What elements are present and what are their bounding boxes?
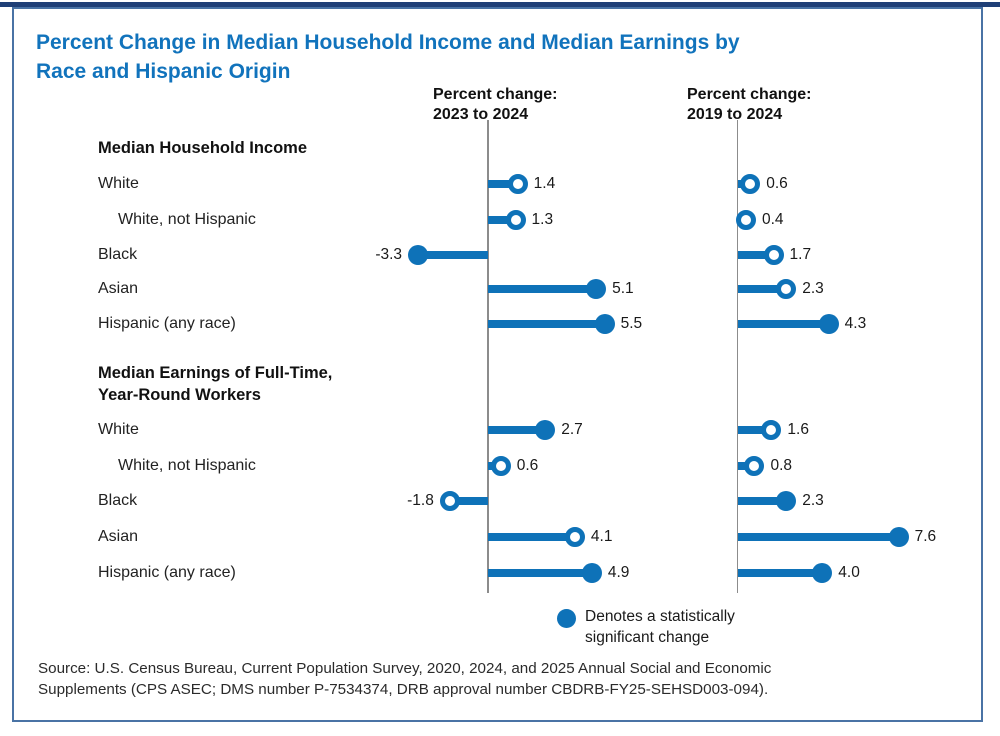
figure-title: Percent Change in Median Household Incom… <box>36 28 936 86</box>
significant-dot <box>581 563 602 583</box>
row-label: Asian <box>98 280 139 297</box>
not-significant-dot <box>776 279 797 299</box>
value-label: 4.0 <box>838 564 860 581</box>
not-significant-dot <box>744 456 765 476</box>
not-significant-dot <box>439 491 460 511</box>
not-significant-dot <box>735 209 756 230</box>
row-label: White, not Hispanic <box>118 457 256 474</box>
lollipop-bar <box>737 533 899 541</box>
significant-dot <box>776 491 797 511</box>
not-significant-dot <box>505 209 526 230</box>
legend-label-line2: significant change <box>585 629 710 646</box>
lollipop-bar <box>488 320 605 328</box>
lollipop-bar <box>488 215 516 224</box>
not-significant-dot <box>763 244 784 265</box>
value-label: -1.8 <box>407 492 434 509</box>
section-header: Median Household Income <box>98 139 308 157</box>
source-note: Source: U.S. Census Bureau, Current Popu… <box>38 658 771 700</box>
legend-label: Denotes a statistically significant chang… <box>585 606 735 648</box>
lollipop-bar <box>488 285 597 293</box>
value-label: 0.6 <box>766 175 788 192</box>
column-header-line2: 2023 to 2024 <box>433 106 529 123</box>
lollipop-bar <box>488 426 546 434</box>
value-label: 0.4 <box>761 210 784 228</box>
column-header-line2: 2019 to 2024 <box>687 106 783 123</box>
not-significant-dot <box>740 174 761 194</box>
source-note-line2: Supplements (CPS ASEC; DMS number P-7534… <box>38 681 769 698</box>
row-label: White, not Hispanic <box>118 210 256 228</box>
row-label: White <box>98 421 139 438</box>
lollipop-bar <box>449 497 488 505</box>
lollipop-bar <box>418 250 488 259</box>
significant-dot <box>818 314 839 334</box>
lollipop-bar <box>488 180 518 188</box>
lollipop-bar <box>737 497 787 505</box>
legend-label-line1: Denotes a statistically <box>585 608 735 625</box>
value-label: -3.3 <box>375 245 403 263</box>
value-label: 0.6 <box>516 457 539 474</box>
row-label: Asian <box>98 528 139 545</box>
lollipop-bar <box>737 569 823 577</box>
value-label: 2.3 <box>802 280 824 297</box>
value-label: 7.6 <box>914 528 937 545</box>
axis-line <box>487 120 489 593</box>
top-border-rule <box>0 2 1000 7</box>
not-significant-dot <box>490 456 511 476</box>
column-header-line1: Percent change: <box>433 86 558 103</box>
value-label: 4.9 <box>607 564 630 581</box>
not-significant-dot <box>507 174 528 194</box>
lollipop-bar <box>737 285 787 293</box>
significant-dot <box>408 244 429 265</box>
figure-title-line2: Race and Hispanic Origin <box>36 60 291 83</box>
figure-title-line1: Percent Change in Median Household Incom… <box>36 31 740 54</box>
source-note-line1: Source: U.S. Census Bureau, Current Popu… <box>38 660 772 677</box>
lollipop-bar <box>737 426 772 434</box>
lollipop-bar <box>488 569 592 577</box>
not-significant-dot <box>564 527 585 547</box>
section-header: Median Earnings of Full-Time, Year-Round … <box>98 364 333 404</box>
significant-dot <box>594 314 615 334</box>
lollipop-bar <box>737 320 829 328</box>
value-label: 1.4 <box>533 175 556 192</box>
row-label: White <box>98 175 139 192</box>
value-label: 4.3 <box>844 315 867 332</box>
value-label: 5.5 <box>620 315 643 332</box>
significant-dot <box>535 420 556 440</box>
lollipop-bar <box>488 533 575 541</box>
row-label: Hispanic (any race) <box>98 564 236 581</box>
column-header-2019-2024: Percent change: 2019 to 2024 <box>687 85 811 125</box>
row-label: Black <box>98 245 138 263</box>
lollipop-bar <box>737 250 774 259</box>
value-label: 1.7 <box>789 245 812 263</box>
figure-card-border <box>12 7 983 722</box>
column-header-line1: Percent change: <box>687 86 812 103</box>
value-label: 0.8 <box>770 457 793 474</box>
value-label: 1.3 <box>531 210 554 228</box>
value-label: 4.1 <box>590 528 613 545</box>
not-significant-dot <box>761 420 782 440</box>
axis-line <box>736 120 739 593</box>
significant-dot <box>586 279 607 299</box>
value-label: 2.7 <box>561 421 583 438</box>
significant-dot <box>812 563 833 583</box>
significant-dot <box>888 527 909 547</box>
row-label: Hispanic (any race) <box>98 315 236 332</box>
value-label: 1.6 <box>787 421 809 438</box>
row-label: Black <box>98 492 138 509</box>
significant-dot-icon <box>557 609 576 628</box>
value-label: 2.3 <box>802 492 824 509</box>
column-header-2023-2024: Percent change: 2023 to 2024 <box>433 85 557 125</box>
value-label: 5.1 <box>612 280 634 297</box>
